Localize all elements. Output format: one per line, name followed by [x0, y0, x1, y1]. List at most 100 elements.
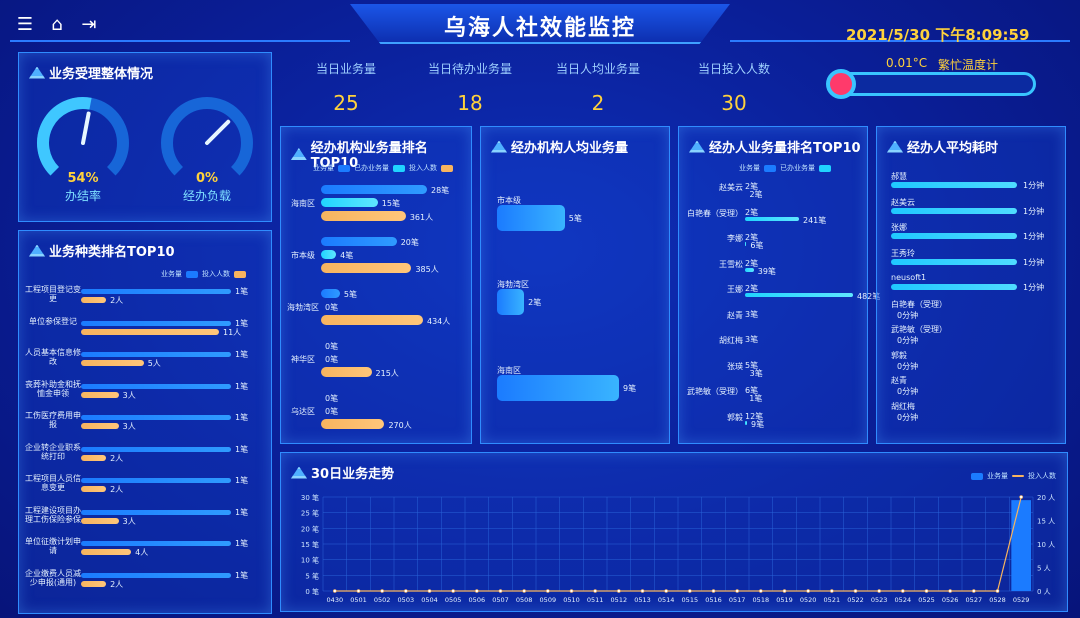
x-tick: 0516 — [705, 596, 722, 604]
bar-value: 3人 — [122, 390, 136, 400]
legend-swatch-blue — [186, 270, 198, 278]
x-tick: 0502 — [374, 596, 391, 604]
bar-value: 2笔 — [745, 258, 759, 268]
stat-daily-pending: 当日待办业务量 18 — [410, 60, 530, 115]
y-left-tick: 15 笔 — [301, 540, 319, 549]
legend-swatch-blue — [338, 164, 350, 172]
x-tick: 0517 — [729, 596, 746, 604]
bar-avg-time — [891, 233, 1017, 239]
header-line-right — [730, 40, 1070, 42]
legend-label: 投入人数 — [202, 270, 230, 278]
trend-point — [640, 589, 645, 593]
menu-icon[interactable]: ☰ — [16, 14, 34, 35]
triangle-logo-icon — [29, 244, 45, 257]
bar-value: 215人 — [375, 369, 399, 378]
y-left-tick: 20 笔 — [301, 524, 319, 533]
gauge-label: 经办负载 — [182, 189, 231, 203]
bar-value: 5笔 — [745, 360, 759, 370]
trend-point — [546, 589, 550, 593]
row-label: 人员基本信息修改 — [25, 348, 81, 366]
trend-point — [617, 589, 621, 593]
bar-value: 2笔 — [749, 190, 763, 199]
trend-point — [735, 589, 739, 593]
bar-value: 1笔 — [235, 413, 249, 422]
panel-title: 经办人业务量排名TOP10 — [689, 137, 861, 156]
x-tick: 0430 — [327, 596, 344, 604]
x-tick: 0524 — [895, 596, 912, 604]
bar-value: 28笔 — [431, 186, 450, 195]
bar-per-capita — [497, 289, 525, 315]
x-tick: 0522 — [847, 596, 864, 604]
bar-done — [745, 242, 747, 246]
row-label: 张娜 — [891, 223, 907, 232]
row-label: 海南区 — [497, 366, 521, 375]
bar-value: 6笔 — [750, 241, 764, 250]
x-tick: 0526 — [942, 596, 959, 604]
bar-business — [81, 478, 231, 483]
bar-business — [321, 185, 427, 194]
legend-label: 已办业务量 — [354, 164, 389, 172]
bar-staff — [81, 297, 107, 303]
bar-value: 482笔 — [857, 292, 881, 301]
bar-staff — [81, 328, 219, 335]
bar-value: 3笔 — [745, 335, 759, 344]
trend-line — [334, 496, 1022, 592]
bar-staff — [321, 419, 385, 429]
row-label: 胡红梅 — [719, 336, 743, 345]
y-right-tick: 10 人 — [1037, 541, 1055, 549]
x-tick: 0511 — [587, 596, 604, 604]
home-icon[interactable]: ⌂ — [51, 14, 63, 35]
trend-point — [569, 589, 574, 593]
bar-per-capita — [497, 205, 565, 231]
bar-value: 15笔 — [381, 199, 400, 208]
triangle-logo-icon — [291, 148, 307, 160]
legend-swatch-blue — [971, 472, 983, 480]
legend: 业务量 投入人数 — [161, 269, 246, 279]
bar-value: 2笔 — [745, 182, 759, 191]
bar-value: 1分钟 — [1023, 232, 1045, 241]
bar-value: 1分钟 — [1023, 181, 1045, 190]
nav-icons: ☰ ⌂ ⇥ — [14, 14, 100, 36]
row-label: 王娜 — [727, 285, 743, 294]
trend-point — [782, 589, 787, 593]
bar-value: 4人 — [135, 548, 149, 557]
trend-point — [972, 589, 976, 593]
row-label: 武艳敏（受理） — [891, 325, 947, 334]
triangle-logo-icon — [887, 140, 903, 153]
bar-value: 4笔 — [340, 251, 354, 260]
legend-label: 已办业务量 — [780, 164, 815, 172]
bar-value: 1笔 — [235, 476, 249, 485]
trend-point — [995, 589, 1000, 593]
row-label: 神华区 — [291, 355, 315, 364]
bar-value: 1笔 — [749, 394, 763, 403]
row-label: 李娜 — [727, 234, 743, 243]
x-tick: 0525 — [918, 596, 935, 604]
bar-business — [81, 446, 231, 452]
row-label: 赵美云 — [719, 183, 743, 192]
bar-value: 3笔 — [745, 309, 759, 319]
panel-title-text: 经办人平均耗时 — [907, 141, 999, 156]
bar-staff — [81, 360, 144, 366]
bar-value: 434人 — [427, 317, 451, 326]
bar-value: 39笔 — [757, 266, 776, 276]
exit-icon[interactable]: ⇥ — [81, 14, 97, 35]
temperature-value: 0.01°C — [886, 56, 928, 70]
legend-label: 投入人数 — [409, 164, 437, 172]
bar-value: 361人 — [409, 213, 434, 222]
legend-swatch-cyan — [819, 164, 831, 172]
triangle-logo-icon — [29, 66, 45, 79]
row-label: 市本级 — [291, 251, 315, 260]
bar-value: 0笔 — [325, 342, 339, 351]
row-label: 海勃湾区 — [497, 280, 529, 289]
stat-value: 25 — [333, 91, 359, 115]
stat-label: 当日业务量 — [315, 62, 376, 76]
bar-value: 1笔 — [235, 350, 249, 359]
x-tick: 0528 — [989, 596, 1006, 604]
bar-value: 0笔 — [325, 303, 339, 312]
legend-label: 业务量 — [161, 270, 182, 278]
x-tick: 0509 — [540, 596, 557, 604]
thermometer-label: 繁忙温度计 — [938, 58, 999, 72]
stat-daily-staff: 当日投入人数 30 — [674, 60, 794, 115]
x-tick: 0503 — [398, 596, 415, 604]
